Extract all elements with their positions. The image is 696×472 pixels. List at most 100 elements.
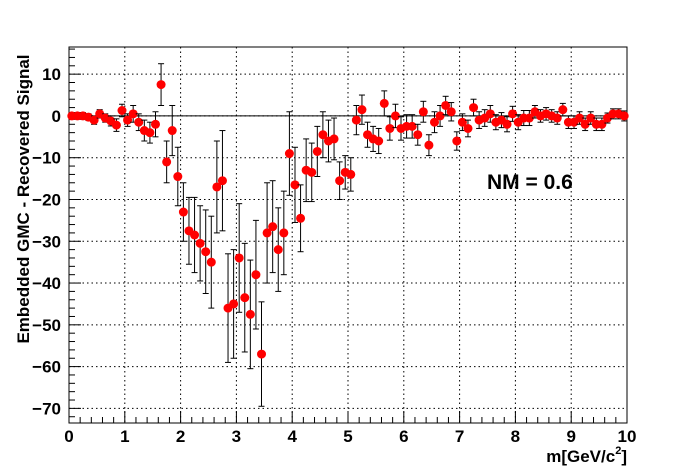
data-point [346,157,356,192]
data-point [178,182,188,242]
data-marker [279,228,289,238]
data-point [502,116,512,133]
x-axis-title-close: ] [621,447,627,466]
data-point [558,102,568,117]
data-point [251,219,261,330]
data-marker [586,113,596,123]
data-marker [457,117,467,127]
data-marker [552,113,562,123]
data-marker [418,107,428,117]
x-tick-label: 0 [64,427,73,446]
y-tick-label: −10 [32,149,61,168]
data-marker [329,134,339,144]
data-point [284,111,294,196]
data-marker [351,115,361,125]
data-point [435,104,445,127]
y-tick-label: −50 [32,316,61,335]
data-marker [307,167,317,177]
x-axis-title: m[GeV/c2] [546,445,627,466]
data-marker [597,119,607,129]
data-point [290,146,300,223]
data-point [597,117,607,132]
data-marker [89,115,99,125]
data-point [150,111,160,138]
nm-annotation: NM = 0.6 [487,171,573,194]
data-point [123,113,133,127]
data-marker [385,123,395,133]
data-marker [178,207,188,217]
data-point [374,127,384,155]
axes: 0 1 2 3 4 5 6 7 8 9 10 10 0 −10 −20 −30 −40 −50 −60 −70 [32,46,636,446]
data-point [452,131,462,151]
data-marker [234,253,244,263]
data-marker [212,182,222,192]
data-point [201,209,211,294]
x-tick-label: 3 [232,427,241,446]
data-marker [312,146,322,156]
data-point [329,117,339,161]
data-point [257,301,267,407]
data-marker [217,176,227,186]
data-marker [424,140,434,150]
x-tick-label: 4 [287,427,297,446]
data-marker [580,119,590,129]
data-marker [257,349,267,359]
data-point [307,142,317,203]
data-marker [262,228,272,238]
data-point [156,63,166,106]
x-tick-label: 6 [399,427,408,446]
data-marker [284,149,294,159]
data-point [424,134,434,157]
data-marker [469,103,479,113]
data-marker [452,136,462,146]
data-point [145,121,155,144]
data-marker [374,136,384,146]
data-marker [446,107,456,117]
x-tick-label: 2 [176,427,185,446]
data-marker [296,213,306,223]
data-point [413,123,423,146]
data-marker [502,119,512,129]
data-marker [268,222,278,232]
data-marker [190,230,200,240]
data-point [552,111,562,125]
data-point [195,205,205,282]
data-point [312,125,322,178]
y-tick-label: −70 [32,399,61,418]
data-point [117,103,127,118]
data-point [279,190,289,276]
data-point [446,102,456,122]
y-tick-label: −40 [32,274,61,293]
data-marker [390,111,400,121]
data-point [318,111,328,159]
data-point [463,119,473,138]
data-marker [134,117,144,127]
data-point [469,98,479,117]
data-point [519,110,529,127]
data-marker [245,309,255,319]
y-tick-label: −30 [32,232,61,251]
data-point [212,140,222,234]
y-tick-label: −20 [32,190,61,209]
data-marker [407,121,417,131]
data-point [217,130,227,232]
data-point [296,184,306,253]
data-marker [379,98,389,108]
data-point [240,242,250,353]
data-point [190,196,200,274]
data-point [575,111,585,125]
data-point [229,249,239,359]
data-marker [123,115,133,125]
data-point [206,215,216,309]
data-point [268,180,278,274]
data-marker [524,113,534,123]
data-marker [201,247,211,257]
data-marker [240,293,250,303]
data-marker [128,109,138,119]
data-point [441,95,451,116]
data-point [162,140,172,184]
data-point [111,118,121,132]
y-axis-title: Embedded GMC - Recovered Signal [14,54,33,343]
data-point [89,115,99,125]
data-point [245,259,255,370]
